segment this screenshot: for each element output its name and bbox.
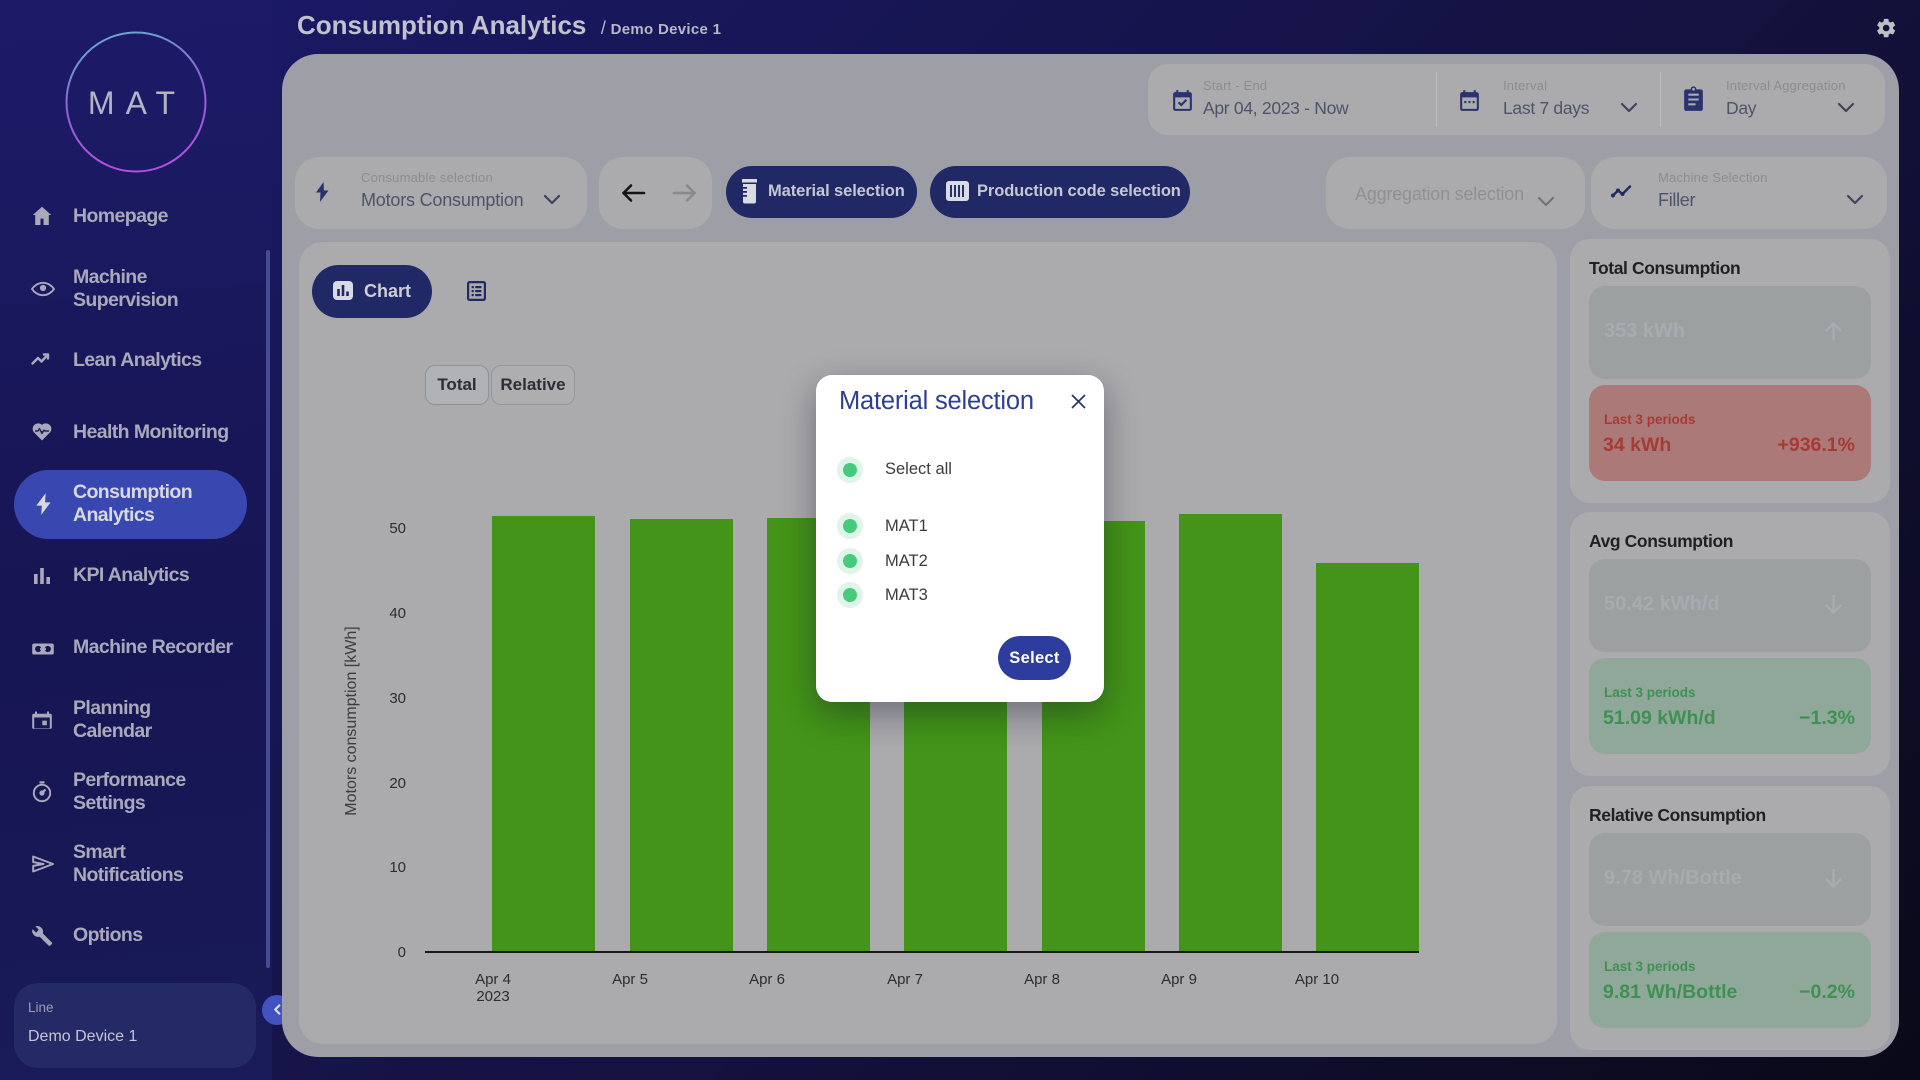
svg-text:MAT: MAT	[88, 85, 186, 121]
